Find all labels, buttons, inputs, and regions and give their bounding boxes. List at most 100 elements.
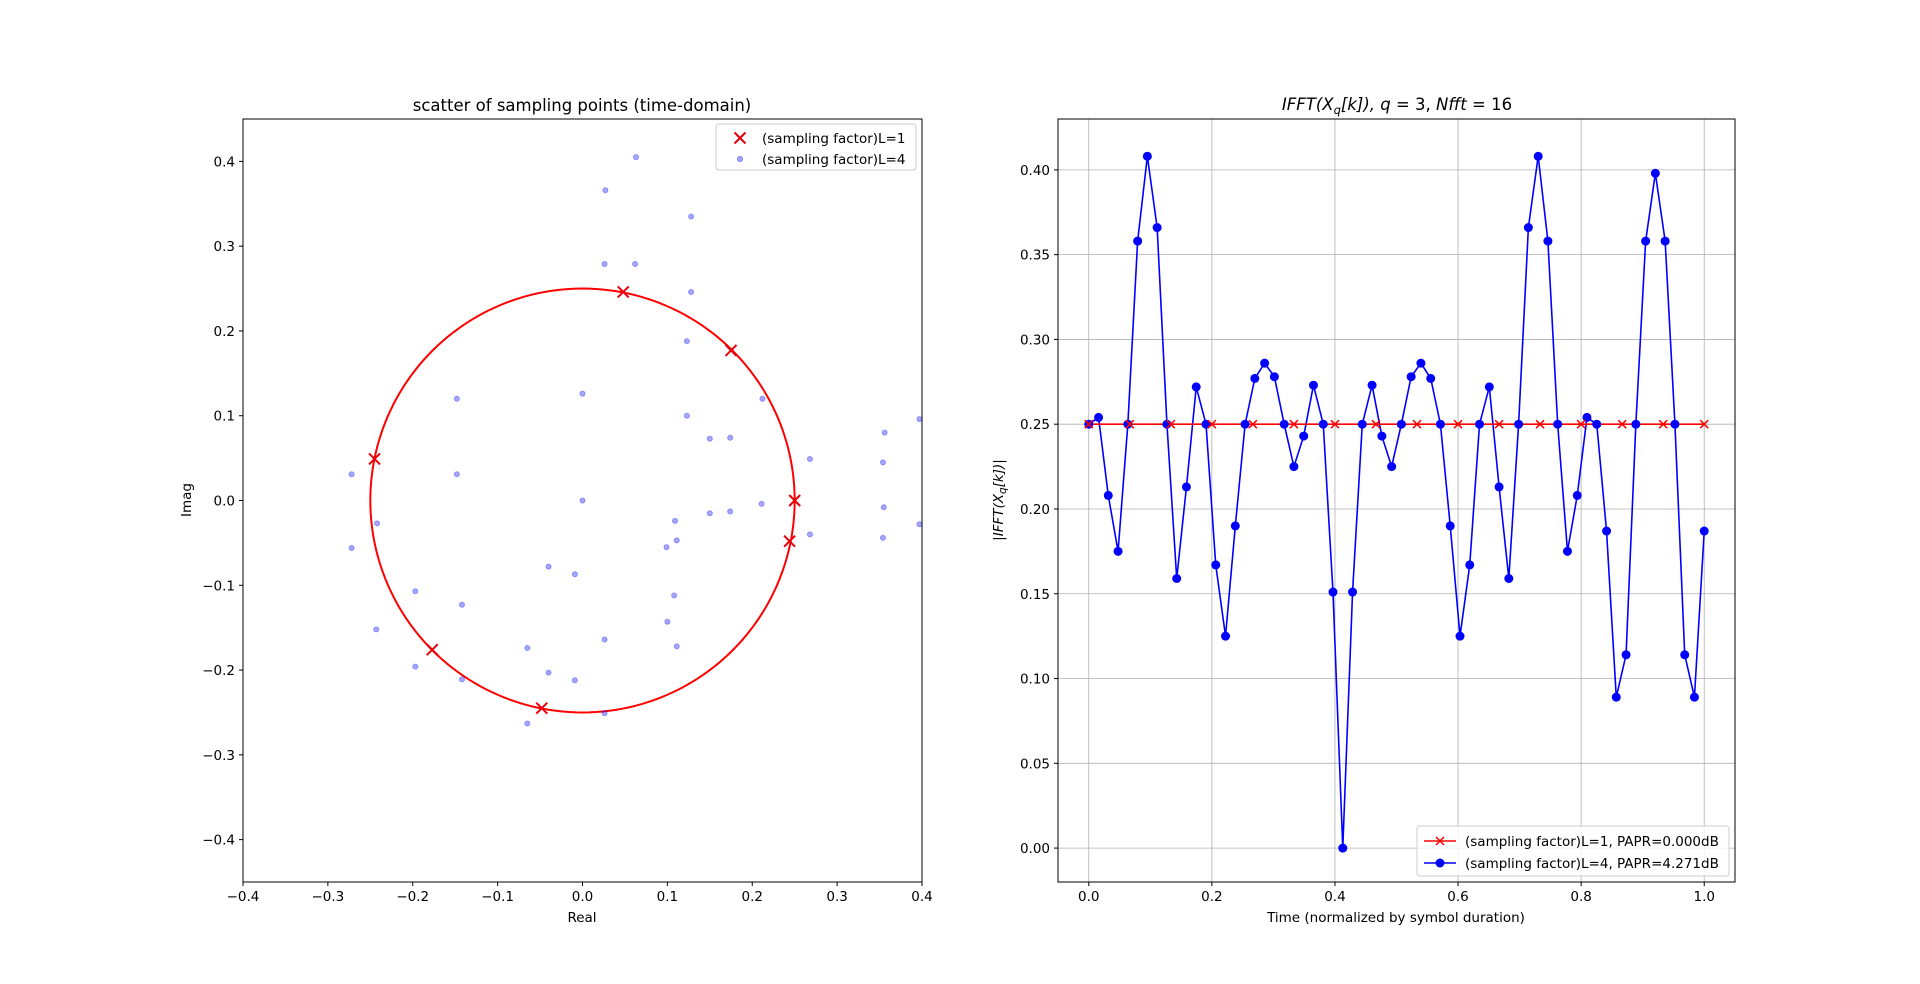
scatter-point-l4	[571, 677, 578, 684]
data-point-l4	[1348, 587, 1358, 597]
scatter-point-l4	[453, 395, 460, 402]
data-point-l1	[1412, 419, 1422, 429]
data-point-l4	[1289, 462, 1299, 472]
right-y-tick-label: 0.30	[1020, 332, 1050, 348]
data-point-l4	[1318, 419, 1328, 429]
scatter-point-l4	[881, 429, 888, 436]
right-y-tick-label: 0.40	[1020, 163, 1050, 179]
legend-x-marker	[733, 131, 747, 145]
left-x-tick-label: 0.4	[911, 889, 932, 905]
data-point-l4	[1221, 631, 1231, 641]
scatter-point-l4	[571, 571, 578, 578]
scatter-point-l4	[671, 592, 678, 599]
left-plot-title: scatter of sampling points (time-domain)	[413, 96, 751, 115]
scatter-point-l4	[688, 288, 695, 295]
data-point-l4	[1328, 587, 1338, 597]
data-point-l1	[1453, 419, 1463, 429]
right-y-tick-label: 0.35	[1020, 248, 1050, 264]
data-point-l4	[1533, 151, 1543, 161]
data-point-l4	[1152, 223, 1162, 233]
scatter-point-l4	[374, 520, 381, 527]
scatter-point-l4	[879, 459, 886, 466]
data-point-l4	[1123, 419, 1133, 429]
data-point-l4	[1572, 490, 1582, 500]
right-grid	[1058, 119, 1735, 882]
scatter-point-l4	[879, 534, 886, 541]
scatter-point-l4	[916, 521, 923, 528]
data-point-l4	[1650, 168, 1660, 178]
left-y-tick-label: 0.0	[214, 494, 235, 510]
right-y-tick-label: 0.00	[1020, 841, 1050, 857]
scatter-point-l1	[426, 643, 439, 656]
right-legend-box	[1416, 825, 1730, 877]
scatter-point-l4	[759, 395, 766, 402]
data-point-l4	[1699, 526, 1709, 536]
right-x-tick-label: 0.4	[1324, 889, 1345, 905]
scatter-point-l4	[727, 508, 734, 515]
data-point-l4	[1357, 419, 1367, 429]
right-axes-frame	[1057, 118, 1736, 883]
left-x-tick-label: 0.0	[572, 889, 593, 905]
data-point-l4	[1680, 650, 1690, 660]
scatter-point-l4	[683, 338, 690, 345]
left-legend: (sampling factor)L=1 (sampling factor)L=…	[715, 123, 917, 171]
left-y-tick-label: −0.1	[202, 578, 235, 594]
data-point-l4	[1406, 372, 1416, 382]
scatter-point-l4	[601, 260, 608, 267]
data-point-l4	[1582, 412, 1592, 422]
data-point-l1	[1330, 419, 1340, 429]
scatter-point-l4	[632, 154, 639, 161]
scatter-point-l4	[524, 720, 531, 727]
right-legend: (sampling factor)L=1, PAPR=0.000dB (samp…	[1416, 825, 1730, 877]
data-point-l4	[1211, 560, 1221, 570]
left-x-tick-label: −0.4	[227, 889, 260, 905]
scatter-point-l4	[880, 504, 887, 511]
left-y-tick-label: −0.3	[202, 748, 235, 764]
data-point-l4	[1260, 358, 1270, 368]
data-point-l4	[1396, 419, 1406, 429]
right-y-tick-label: 0.05	[1020, 756, 1050, 772]
scatter-point-l4	[688, 213, 695, 220]
data-point-l4	[1338, 843, 1348, 853]
data-point-l4	[1191, 382, 1201, 392]
legend-line-l4	[1424, 858, 1456, 868]
data-point-l4	[1387, 462, 1397, 472]
scatter-point-l1	[617, 285, 630, 299]
data-point-l4	[1592, 419, 1602, 429]
right-y-tick-label: 0.25	[1020, 417, 1050, 433]
legend-marker-l1	[733, 131, 747, 145]
data-point-l4	[1602, 526, 1612, 536]
data-point-l4	[1250, 373, 1260, 383]
data-point-l4	[1269, 372, 1279, 382]
left-x-tick-label: 0.1	[657, 889, 678, 905]
data-point-l4	[1494, 482, 1504, 492]
data-point-l4	[1631, 419, 1641, 429]
data-point-l4	[1504, 573, 1514, 583]
right-plot-data	[1084, 151, 1709, 853]
scatter-point-l4	[545, 563, 552, 570]
series-line-l4	[1088, 156, 1706, 849]
right-line-plot: IFFT(Xq[k]), q = 3, Nfft = 16 0.0 0.2 0.4 0…	[991, 95, 1736, 926]
legend-label-l4: (sampling factor)L=4	[762, 152, 905, 168]
data-point-l4	[1465, 560, 1475, 570]
left-x-tick-label: 0.3	[826, 889, 847, 905]
data-point-l4	[1445, 521, 1455, 531]
data-point-l4	[1416, 358, 1426, 368]
data-point-l4	[1103, 490, 1113, 500]
scatter-point-l4	[524, 645, 531, 652]
left-y-tick-label: 0.1	[214, 409, 235, 425]
scatter-point-l4	[664, 618, 671, 625]
left-x-tick-label: −0.1	[481, 889, 514, 905]
left-y-tick-label: 0.2	[214, 324, 235, 340]
data-point-l1	[1576, 419, 1586, 429]
data-point-l4	[1142, 151, 1152, 161]
scatter-point-l4	[373, 626, 380, 633]
data-point-l4	[1172, 573, 1182, 583]
scatter-point-l4	[453, 471, 460, 478]
legend-red-x	[1435, 836, 1445, 846]
scatter-point-l4	[673, 643, 680, 650]
data-point-l4	[1299, 431, 1309, 441]
scatter-point-l4	[348, 544, 355, 551]
data-point-l4	[1562, 546, 1572, 556]
data-point-l4	[1660, 236, 1670, 246]
